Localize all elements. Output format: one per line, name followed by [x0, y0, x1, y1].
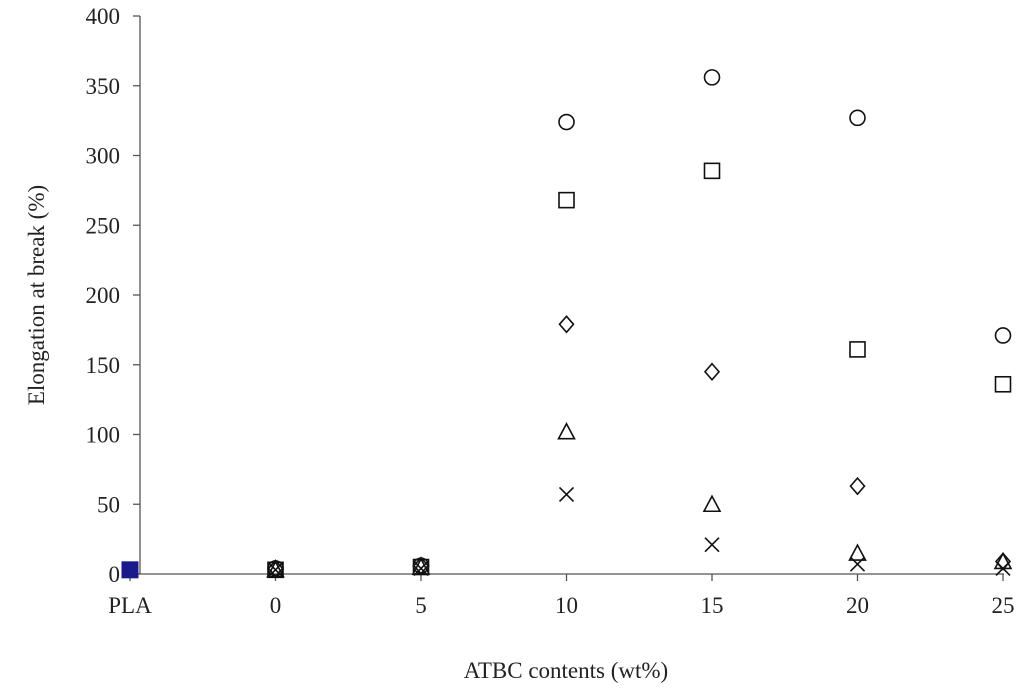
triangle-marker: [411, 557, 431, 575]
x-tick-label: 5: [415, 593, 427, 618]
y-tick-label: 400: [86, 4, 121, 29]
triangle-marker: [848, 543, 867, 561]
circle-marker: [994, 327, 1012, 344]
y-tick-label: 150: [86, 353, 121, 378]
triangle-marker: [557, 422, 576, 440]
square-marker: [994, 375, 1012, 393]
x-marker: [704, 537, 720, 553]
diamond-marker: [849, 476, 866, 496]
x-tick-label: 25: [992, 593, 1015, 618]
x-marker: [849, 556, 866, 572]
y-tick-label: 250: [86, 213, 121, 238]
x-marker: [558, 486, 575, 503]
x-tick-label: 0: [270, 593, 282, 618]
data-points: [121, 69, 1013, 579]
square-marker: [703, 162, 721, 180]
y-tick-label: 200: [86, 283, 121, 308]
y-tick-label: 350: [86, 74, 121, 99]
triangle-marker: [702, 494, 722, 513]
y-tick-label: 50: [97, 492, 120, 517]
x-axis-ticks: PLA 0 5 10 15 20 25: [108, 574, 1015, 618]
y-tick-label: 100: [86, 423, 121, 448]
x-tick-label: 15: [701, 593, 724, 618]
x-marker: [413, 560, 429, 576]
diamond-marker: [558, 315, 575, 334]
y-axis-title: Elongation at break (%): [24, 185, 49, 405]
x-tick-label: PLA: [108, 593, 152, 618]
y-tick-label: 0: [109, 562, 121, 587]
diamond-marker: [703, 362, 721, 381]
y-axis-ticks: 0 50 100 150 200 250 300 350 400: [86, 4, 140, 587]
circle-marker: [849, 109, 866, 127]
x-marker: [267, 562, 284, 578]
y-tick-label: 300: [86, 144, 121, 169]
filled-square-marker: [121, 561, 139, 579]
square-marker: [558, 191, 575, 209]
circle-marker: [703, 69, 721, 86]
x-marker: [995, 560, 1011, 576]
x-tick-label: 20: [846, 593, 869, 618]
triangle-marker: [266, 560, 285, 578]
circle-marker: [558, 113, 575, 131]
x-tick-label: 10: [555, 593, 578, 618]
square-marker: [849, 341, 866, 358]
x-axis-title: ATBC contents (wt%): [464, 658, 668, 683]
